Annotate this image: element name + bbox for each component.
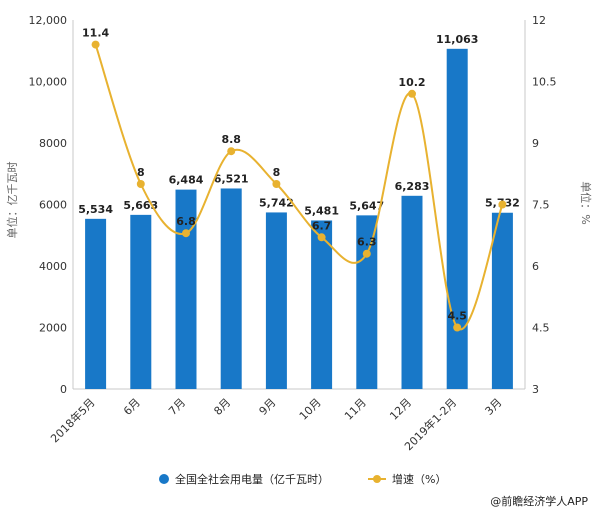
bar <box>446 48 468 390</box>
bar-value-label: 5,534 <box>78 203 113 216</box>
right-y-tick-label: 12 <box>532 14 546 27</box>
growth-point <box>317 233 326 242</box>
source-credit: @前瞻经济学人APP <box>490 494 588 508</box>
growth-value-label: 4.5 <box>447 310 467 323</box>
right-y-tick-label: 3 <box>532 383 539 396</box>
right-y-tick-label: 9 <box>532 137 539 150</box>
bar-series <box>85 48 513 390</box>
bar <box>311 220 333 389</box>
growth-value-label: 11.4 <box>82 27 109 40</box>
right-y-tick-label: 6 <box>532 260 539 273</box>
bar-value-label: 11,063 <box>436 33 478 46</box>
bar <box>130 214 152 389</box>
bar-value-label: 5,481 <box>304 204 339 217</box>
growth-point <box>227 147 236 156</box>
growth-point <box>91 40 100 49</box>
bar <box>175 189 197 389</box>
x-tick-label: 10月 <box>297 396 324 423</box>
x-tick-label: 9月 <box>257 396 279 418</box>
growth-value-label: 8 <box>273 166 281 179</box>
bar-value-label: 5,647 <box>349 199 384 212</box>
legend-line-marker <box>373 475 381 483</box>
growth-value-labels: 11.4 8 6.8 8.8 8 6.7 6.3 10.2 4.5 <box>82 27 467 323</box>
growth-point <box>408 89 416 98</box>
legend: 全国全社会用电量（亿千瓦时） 增速（%） <box>159 472 446 486</box>
bar <box>401 195 423 389</box>
left-y-tick-label: 2000 <box>39 322 67 335</box>
x-tick-label: 6月 <box>121 396 143 418</box>
growth-point <box>498 200 507 209</box>
growth-point <box>136 180 145 188</box>
right-axis-title: 单位：% <box>579 181 593 224</box>
x-tick-label: 2018年5月 <box>48 395 98 445</box>
bar-value-label: 5,742 <box>259 196 294 209</box>
left-y-tick-label: 6000 <box>39 199 67 212</box>
x-tick-label: 12月 <box>387 396 414 423</box>
growth-points <box>91 40 507 332</box>
growth-value-label: 6.8 <box>176 215 196 228</box>
bar <box>85 218 107 389</box>
right-y-tick-label: 4.5 <box>532 322 550 335</box>
left-axis-title: 单位：亿千瓦时 <box>5 162 19 239</box>
growth-value-label: 10.2 <box>398 76 425 89</box>
left-y-ticks: 0 2000 4000 6000 8000 10,000 12,000 <box>29 14 68 396</box>
legend-bar-label: 全国全社会用电量（亿千瓦时） <box>175 472 329 486</box>
growth-value-label: 8.8 <box>221 133 241 146</box>
left-y-tick-label: 8000 <box>39 137 67 150</box>
left-y-tick-label: 4000 <box>39 260 67 273</box>
growth-point <box>362 249 371 258</box>
bar <box>265 212 287 389</box>
x-tick-label: 8月 <box>211 396 233 418</box>
growth-line <box>94 44 504 331</box>
right-y-ticks: 3 4.5 6 7.5 9 10.5 12 <box>532 14 557 396</box>
legend-line-label: 增速（%） <box>392 472 446 486</box>
right-y-tick-label: 7.5 <box>532 199 550 212</box>
left-y-tick-label: 12,000 <box>29 14 68 27</box>
left-y-tick-label: 0 <box>60 383 67 396</box>
growth-value-label: 6.7 <box>312 219 332 232</box>
growth-point <box>182 229 190 238</box>
x-tick-label: 3月 <box>483 396 505 418</box>
growth-value-label: 6.3 <box>357 236 377 249</box>
bar <box>491 212 513 389</box>
bar <box>220 188 242 389</box>
x-tick-label: 11月 <box>342 396 369 423</box>
growth-value-label: 8 <box>137 166 145 179</box>
growth-point <box>453 323 462 332</box>
bar-value-label: 6,484 <box>169 174 204 187</box>
bar-value-label: 6,283 <box>395 180 430 193</box>
left-y-tick-label: 10,000 <box>29 76 68 89</box>
right-y-tick-label: 10.5 <box>532 76 557 89</box>
bar-value-label: 6,521 <box>214 172 249 185</box>
growth-point <box>272 180 281 188</box>
legend-bar-swatch <box>159 474 169 484</box>
x-tick-label: 7月 <box>166 396 188 418</box>
